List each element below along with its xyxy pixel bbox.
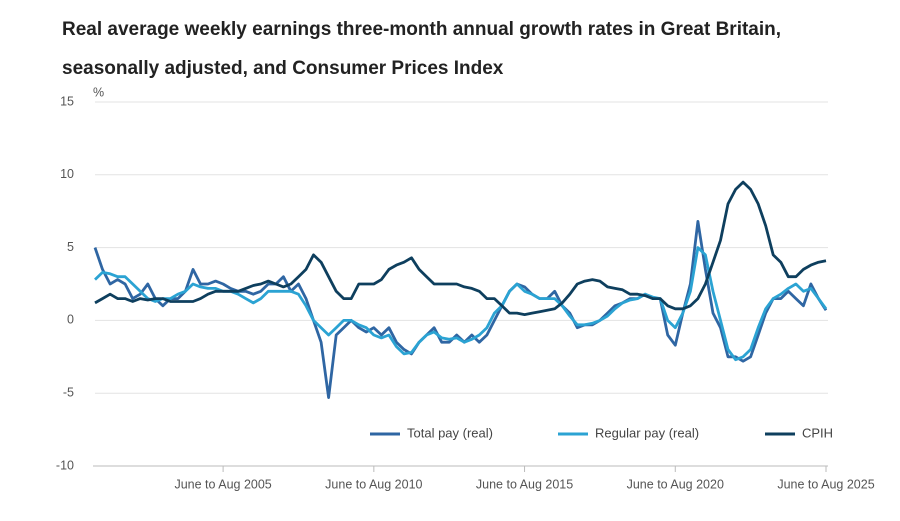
y-tick-label: 10 xyxy=(60,167,74,181)
chart-title: Real average weekly earnings three-month… xyxy=(62,19,782,79)
y-tick-label: 15 xyxy=(60,94,74,108)
legend-label: Total pay (real) xyxy=(407,425,493,440)
y-axis-label: % xyxy=(93,85,104,99)
y-tick-label: -10 xyxy=(56,458,74,472)
x-tick-label: June to Aug 2020 xyxy=(627,477,724,491)
series-line xyxy=(94,180,827,316)
legend-label: CPIH xyxy=(802,425,833,440)
y-tick-label: 0 xyxy=(67,313,74,327)
x-tick-label: June to Aug 2015 xyxy=(476,477,573,491)
x-tick-label: June to Aug 2005 xyxy=(174,477,271,491)
x-tick-label: June to Aug 2025 xyxy=(777,477,874,491)
legend-label: Regular pay (real) xyxy=(595,425,699,440)
x-tick-label: June to Aug 2010 xyxy=(325,477,422,491)
y-tick-label: 5 xyxy=(67,240,74,254)
y-tick-label: -5 xyxy=(63,385,74,399)
series-line xyxy=(94,246,828,362)
